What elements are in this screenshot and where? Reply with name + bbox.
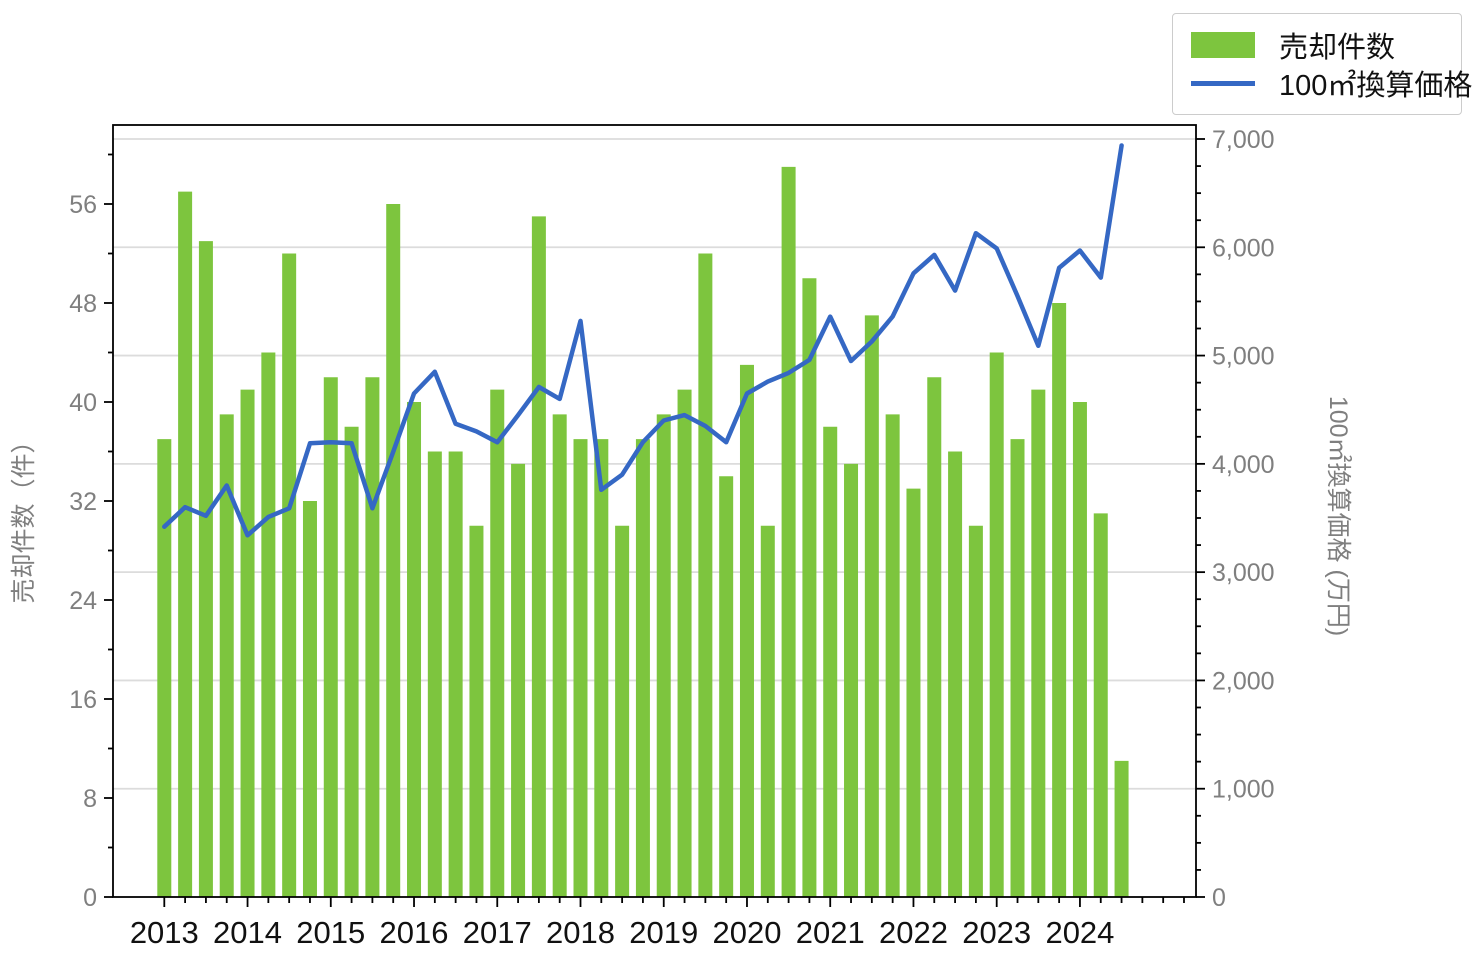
bar-2023Q1	[989, 352, 1004, 897]
right-tick-label-3000: 3,000	[1212, 559, 1275, 587]
bar-2019Q2	[677, 389, 692, 897]
bar-2022Q2	[927, 377, 942, 897]
left-tick-label-56: 56	[69, 191, 97, 219]
bar-2014Q1	[240, 389, 255, 897]
left-tick-label-16: 16	[69, 686, 97, 714]
bar-2021Q1	[823, 426, 838, 897]
x-year-label-2024: 2024	[1045, 915, 1114, 950]
left-axis-title: 売却件数（件）	[10, 428, 38, 604]
bar-2023Q3	[1031, 389, 1046, 897]
right-tick-label-5000: 5,000	[1212, 343, 1275, 371]
x-year-label-2013: 2013	[130, 915, 199, 950]
bar-2016Q4	[469, 525, 484, 897]
bar-2017Q3	[531, 216, 546, 897]
right-tick-label-2000: 2,000	[1212, 667, 1275, 695]
left-tick-label-0: 0	[83, 884, 97, 912]
x-year-label-2023: 2023	[962, 915, 1031, 950]
right-tick-label-6000: 6,000	[1212, 234, 1275, 262]
right-tick-label-0: 0	[1212, 884, 1226, 912]
x-year-label-2022: 2022	[879, 915, 948, 950]
bar-2016Q3	[448, 451, 463, 897]
bar-2019Q3	[698, 253, 713, 897]
bar-2020Q2	[760, 525, 775, 897]
legend-item-line: 100㎡換算価格	[1191, 64, 1472, 102]
bar-2024Q2	[1093, 513, 1108, 897]
x-year-label-2016: 2016	[380, 915, 449, 950]
bar-2015Q1	[323, 377, 338, 897]
right-tick-label-1000: 1,000	[1212, 776, 1275, 804]
bar-2015Q4	[386, 204, 401, 897]
bar-2024Q3	[1114, 760, 1129, 897]
right-axis-title: 100㎡換算価格 (万円)	[1324, 395, 1352, 637]
x-year-label-2019: 2019	[629, 915, 698, 950]
bar-2014Q3	[282, 253, 297, 897]
bar-2020Q3	[781, 166, 796, 897]
legend-item-bar: 売却件数	[1191, 26, 1443, 64]
bar-2017Q4	[552, 414, 567, 897]
x-year-label-2020: 2020	[712, 915, 781, 950]
bar-2013Q2	[178, 191, 193, 897]
bar-2013Q1	[157, 439, 172, 897]
bar-2015Q2	[344, 426, 359, 897]
line-series-swatch	[1191, 80, 1255, 86]
left-tick-label-48: 48	[69, 290, 97, 318]
bar-2020Q4	[802, 278, 817, 897]
bar-2022Q1	[906, 488, 921, 897]
bar-2016Q2	[427, 451, 442, 897]
x-year-label-2014: 2014	[213, 915, 282, 950]
bar-2013Q3	[198, 241, 213, 897]
x-year-label-2017: 2017	[463, 915, 532, 950]
x-year-label-2015: 2015	[296, 915, 365, 950]
line-series-label: 100㎡換算価格	[1279, 70, 1473, 102]
bar-2018Q4	[635, 439, 650, 897]
legend-box: 売却件数 100㎡換算価格	[1172, 13, 1472, 115]
bar-2017Q2	[511, 463, 526, 897]
bar-2014Q4	[302, 501, 317, 897]
bar-2023Q2	[1010, 439, 1025, 897]
bar-2014Q2	[261, 352, 276, 897]
bar-2021Q4	[885, 414, 900, 897]
bar-2023Q4	[1052, 303, 1067, 897]
bar-2019Q4	[719, 476, 734, 897]
left-tick-label-8: 8	[83, 785, 97, 813]
bar-2020Q1	[739, 364, 754, 897]
bar-2021Q3	[864, 315, 879, 897]
price-line	[162, 143, 1124, 538]
bar-2021Q2	[844, 463, 859, 897]
bar-2016Q1	[407, 402, 422, 897]
bar-2017Q1	[490, 389, 505, 897]
bar-2018Q1	[573, 439, 588, 897]
right-tick-label-7000: 7,000	[1212, 126, 1275, 154]
x-year-label-2021: 2021	[796, 915, 865, 950]
bar-2018Q3	[615, 525, 630, 897]
bar-2015Q3	[365, 377, 380, 897]
bar-2018Q2	[594, 439, 609, 897]
right-tick-label-4000: 4,000	[1212, 451, 1275, 479]
left-tick-label-40: 40	[69, 389, 97, 417]
bar-2019Q1	[656, 414, 671, 897]
bar-2013Q4	[219, 414, 234, 897]
x-year-label-2018: 2018	[546, 915, 615, 950]
bar-series-label: 売却件数	[1279, 32, 1396, 64]
left-tick-label-24: 24	[69, 587, 97, 615]
bar-2022Q4	[968, 525, 983, 897]
bar-2024Q1	[1072, 402, 1087, 897]
bar-series-swatch	[1191, 32, 1255, 58]
left-tick-label-32: 32	[69, 488, 97, 516]
bar-2022Q3	[948, 451, 963, 897]
plot-border	[112, 124, 1197, 898]
